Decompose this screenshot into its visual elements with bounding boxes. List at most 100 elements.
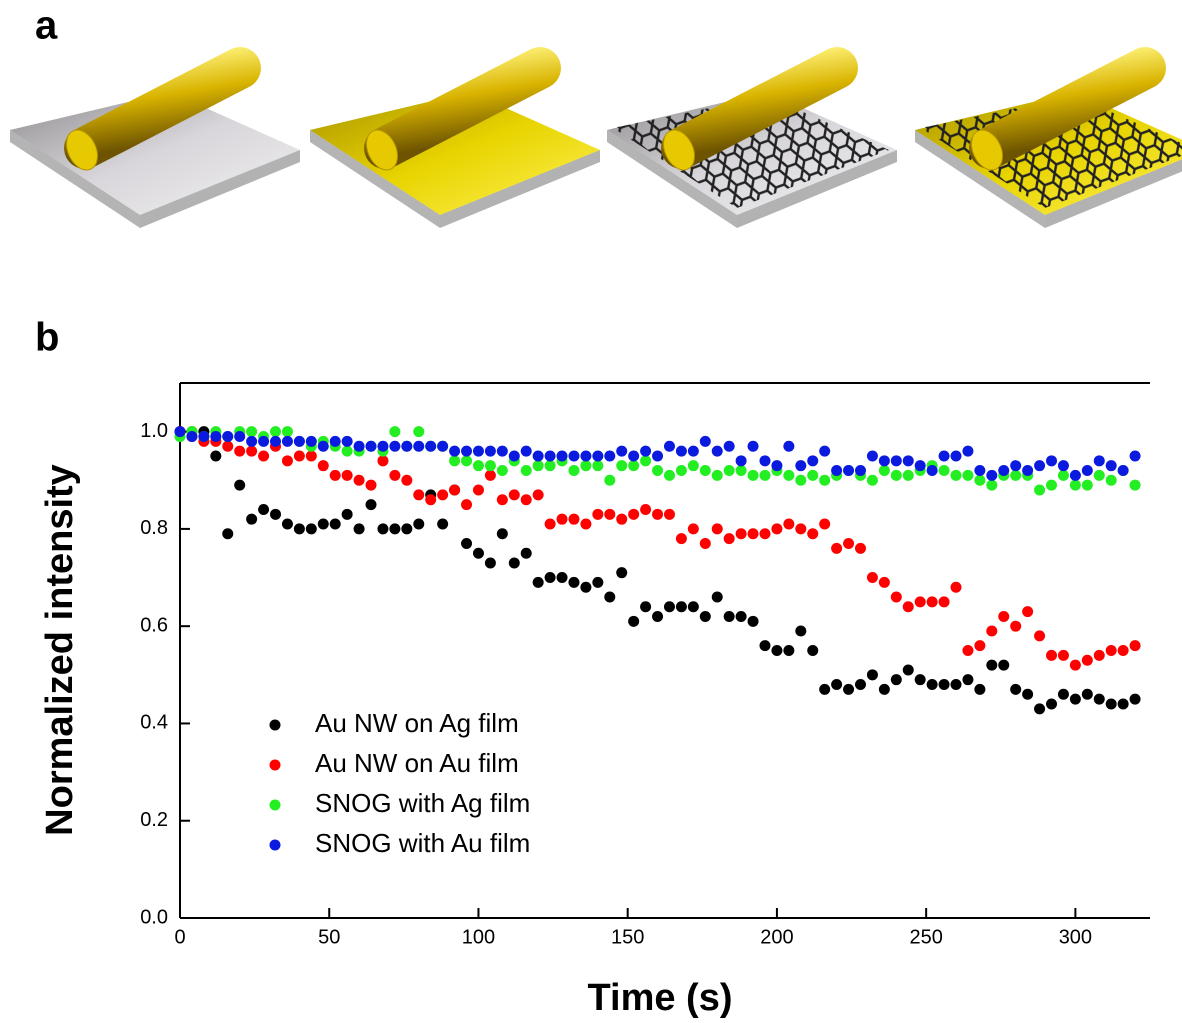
data-point: [878, 465, 890, 477]
data-point: [652, 610, 664, 622]
data-point: [377, 440, 389, 452]
data-point: [640, 601, 652, 613]
data-point: [1117, 698, 1129, 710]
data-point: [449, 455, 461, 467]
data-point: [353, 474, 365, 486]
data-point: [998, 465, 1010, 477]
data-point: [604, 508, 616, 520]
data-point: [496, 494, 508, 506]
data-point: [795, 625, 807, 637]
data-point: [413, 426, 425, 438]
data-point: [1057, 649, 1069, 661]
data-point: [580, 460, 592, 472]
data-point: [699, 610, 711, 622]
data-point: [305, 523, 317, 535]
data-point: [628, 508, 640, 520]
data-point: [1081, 479, 1093, 491]
data-point: [735, 610, 747, 622]
data-point: [902, 601, 914, 613]
data-point: [341, 469, 353, 481]
data-point: [413, 489, 425, 501]
data-point: [401, 523, 413, 535]
data-point: [472, 547, 484, 559]
data-point: [317, 460, 329, 472]
data-point: [556, 572, 568, 584]
data-point: [866, 669, 878, 681]
data-point: [592, 508, 604, 520]
data-point: [270, 435, 282, 447]
data-point: [461, 538, 473, 549]
data-point: [353, 440, 365, 452]
x-tick-label: 150: [611, 926, 644, 948]
data-point: [819, 683, 831, 695]
data-point: [1010, 620, 1022, 632]
data-point: [329, 518, 341, 530]
data-point: [389, 440, 401, 452]
data-point: [293, 450, 305, 462]
data-point: [1069, 693, 1081, 705]
data-point: [341, 435, 353, 447]
data-point: [938, 679, 950, 691]
data-point: [234, 431, 246, 442]
legend-marker: [269, 839, 281, 851]
data-point: [1105, 698, 1117, 710]
data-point: [783, 645, 795, 656]
data-point: [711, 591, 723, 603]
data-point: [210, 450, 222, 462]
data-point: [484, 557, 496, 569]
data-point: [496, 528, 508, 540]
data-point: [795, 474, 807, 486]
data-point: [783, 469, 795, 481]
data-point: [532, 460, 544, 472]
data-point: [771, 523, 783, 535]
data-point: [1093, 469, 1105, 481]
data-point: [341, 508, 353, 520]
data-point: [544, 460, 556, 472]
data-point: [1105, 474, 1117, 486]
data-point: [1093, 649, 1105, 661]
data-point: [807, 455, 819, 467]
y-axis-title: Normalized intensity: [39, 464, 81, 836]
legend-label: SNOG with Au film: [315, 828, 530, 858]
data-point: [508, 489, 520, 501]
data-point: [1046, 649, 1058, 661]
data-point: [616, 460, 628, 472]
data-point: [281, 455, 293, 467]
data-point: [317, 440, 329, 452]
data-point: [687, 460, 699, 472]
data-point: [795, 460, 807, 472]
data-point: [962, 645, 974, 656]
data-point: [222, 431, 234, 442]
data-point: [305, 450, 317, 462]
data-point: [711, 445, 723, 457]
panel-label: a: [35, 4, 58, 48]
data-point: [377, 523, 389, 535]
data-point: [890, 455, 902, 467]
data-point: [890, 469, 902, 481]
data-point: [329, 469, 341, 481]
illustration: [607, 68, 897, 228]
data-point: [616, 445, 628, 457]
data-point: [1010, 469, 1022, 481]
data-point: [807, 469, 819, 481]
data-point: [914, 596, 926, 608]
data-point: [604, 450, 616, 462]
x-tick-label: 250: [909, 926, 942, 948]
data-point: [1069, 469, 1081, 481]
data-point: [854, 542, 866, 554]
data-point: [1057, 469, 1069, 481]
data-point: [186, 431, 198, 442]
data-point: [580, 450, 592, 462]
data-point: [222, 528, 234, 540]
data-point: [807, 645, 819, 656]
data-point: [1069, 659, 1081, 671]
data-point: [496, 465, 508, 477]
data-point: [723, 533, 735, 545]
data-point: [198, 431, 210, 442]
data-point: [425, 440, 437, 452]
data-point: [866, 572, 878, 584]
data-point: [437, 518, 449, 530]
data-point: [1057, 688, 1069, 700]
data-point: [819, 518, 831, 530]
